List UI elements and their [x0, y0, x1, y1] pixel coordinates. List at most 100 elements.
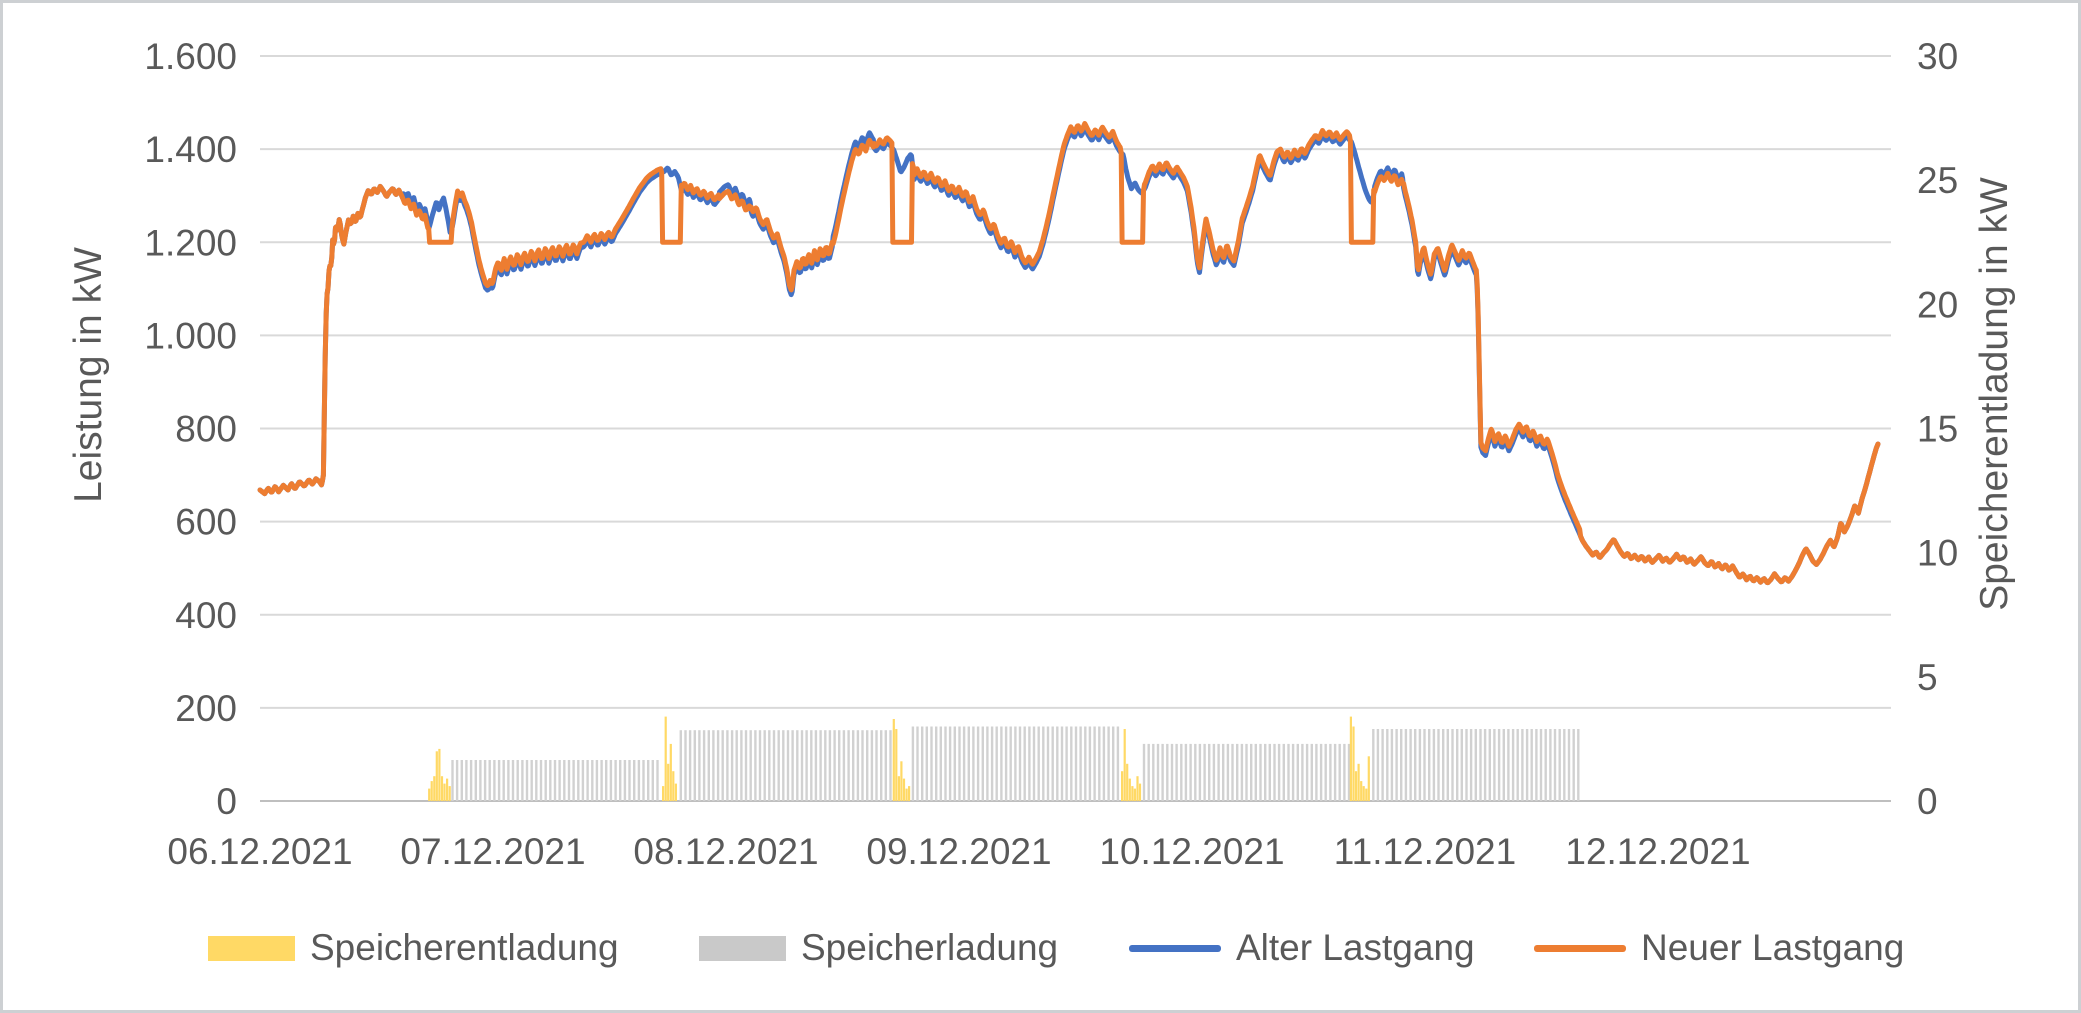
speicherladung-bar — [684, 730, 687, 801]
legend-item-speicherentladung[interactable]: Speicherentladung — [208, 929, 619, 966]
speicherladung-bar — [1222, 743, 1225, 801]
speicherladung-bar — [1208, 743, 1211, 801]
speicherladung-bar — [1479, 729, 1482, 801]
speicherladung-bar — [1558, 729, 1561, 801]
speicherladung-bar — [1264, 743, 1267, 801]
speicherladung-bar — [493, 760, 496, 801]
speicherladung-bar — [1539, 729, 1543, 801]
speicherentladung-bar — [908, 786, 911, 801]
speicherladung-bar — [460, 760, 463, 801]
speicherladung-bar — [889, 730, 892, 801]
speicherladung-bar — [1088, 726, 1092, 801]
speicherladung-bar — [502, 760, 505, 801]
speicherladung-bar — [1338, 743, 1341, 801]
speicherladung-bar — [1184, 743, 1188, 801]
speicherladung-bar — [1301, 743, 1304, 801]
left-axis-tick-label: 400 — [175, 595, 237, 636]
speicherladung-bar — [693, 730, 696, 801]
speicherladung-bar — [916, 726, 919, 801]
speicherentladung-bar — [1133, 788, 1136, 801]
speicherladung-bar — [1268, 743, 1271, 801]
speicherladung-bar — [962, 726, 966, 801]
legend-item-speicherladung[interactable]: Speicherladung — [699, 929, 1058, 966]
speicherladung-bar — [511, 760, 515, 801]
speicherladung-bar — [595, 760, 599, 801]
speicherladung-bar — [558, 760, 561, 801]
speicherladung-bar — [1521, 729, 1524, 801]
speicherladung-bar — [605, 760, 608, 801]
speicherladung-bar — [1315, 743, 1318, 801]
speicherladung-bar — [1451, 729, 1454, 801]
speicherladung-bar — [805, 730, 808, 801]
speicherladung-bar — [1291, 743, 1295, 801]
speicherladung-bar — [986, 726, 989, 801]
right-axis-tick-label: 25 — [1917, 160, 1958, 201]
speicherladung-bar — [1042, 726, 1045, 801]
speicherladung-bar — [939, 726, 942, 801]
speicherladung-bar — [884, 730, 887, 801]
speicherladung-bar — [702, 730, 706, 801]
speicherentladung-bar — [674, 783, 677, 801]
speicherladung-bar — [1469, 729, 1473, 801]
speicherladung-bar — [958, 726, 961, 801]
right-axis-tick-label: 30 — [1917, 36, 1958, 77]
speicherladung-bar — [1212, 743, 1216, 801]
speicherentladung-bar — [1126, 763, 1129, 802]
speicherladung-bar — [1549, 729, 1552, 801]
speicherladung-bar — [1390, 729, 1394, 801]
legend-item-neuer-lastgang[interactable]: Neuer Lastgang — [1534, 929, 1904, 966]
speicherladung-bar — [1553, 729, 1557, 801]
speicherladung-bar — [1180, 743, 1183, 801]
speicherladung-bar — [1231, 743, 1234, 801]
speicherladung-bar — [1074, 726, 1078, 801]
speicherentladung-bar — [905, 788, 908, 801]
speicherladung-bar — [1372, 729, 1375, 801]
speicherladung-bar — [1098, 726, 1101, 801]
speicherladung-bar — [1250, 743, 1253, 801]
speicherentladung-bar — [440, 776, 444, 801]
speicherladung-bar — [1277, 743, 1281, 801]
speicherladung-bar — [1051, 726, 1054, 801]
speicherladung-bar — [921, 726, 924, 801]
speicherladung-bar — [479, 760, 482, 801]
speicherladung-bar — [507, 760, 510, 801]
neuer-lastgang-line-swatch-icon — [1534, 944, 1626, 952]
speicherladung-bar — [1226, 743, 1230, 801]
speicherladung-bar — [1060, 726, 1064, 801]
speicherladung-bar — [647, 760, 650, 801]
legend-item-alter-lastgang[interactable]: Alter Lastgang — [1129, 929, 1475, 966]
speicherladung-bar — [1404, 729, 1408, 801]
speicherentladung-bar — [1357, 763, 1360, 802]
speicherladung-bar — [563, 760, 566, 801]
speicherladung-bar — [1483, 729, 1487, 801]
speicherladung-bar — [1511, 729, 1515, 801]
speicherladung-bar — [1400, 729, 1403, 801]
speicherladung-bar — [1028, 726, 1031, 801]
speicherentladung-bar — [448, 786, 451, 801]
speicherladung-bar — [628, 760, 631, 801]
speicherladung-bar — [833, 730, 836, 801]
speicherladung-bar — [1018, 726, 1022, 801]
speicherladung-bar — [637, 760, 641, 801]
speicherladung-bar — [1004, 726, 1008, 801]
speicherladung-bar — [754, 730, 757, 801]
x-axis-tick-label: 11.12.2021 — [1334, 831, 1516, 872]
speicherentladung-bar — [1352, 726, 1355, 801]
speicherentladung-bar — [669, 743, 672, 801]
speicherentladung-bar — [1349, 716, 1352, 801]
speicherladung-bar — [1493, 729, 1496, 801]
left-axis-tick-label: 800 — [175, 409, 237, 450]
speicherladung-bar — [870, 730, 874, 801]
speicherladung-bar — [1287, 743, 1290, 801]
speicherladung-bar — [1507, 729, 1510, 801]
speicherladung-bar — [1347, 743, 1351, 801]
speicherladung-bar — [1084, 726, 1087, 801]
speicherladung-bar — [838, 730, 841, 801]
speicherladung-bar — [847, 730, 850, 801]
speicherladung-bar — [791, 730, 794, 801]
speicherladung-bar — [1245, 743, 1248, 801]
speicherladung-bar — [1386, 729, 1389, 801]
speicherladung-bar — [455, 760, 459, 801]
speicherladung-bar — [1102, 726, 1106, 801]
speicherladung-bar — [1107, 726, 1110, 801]
